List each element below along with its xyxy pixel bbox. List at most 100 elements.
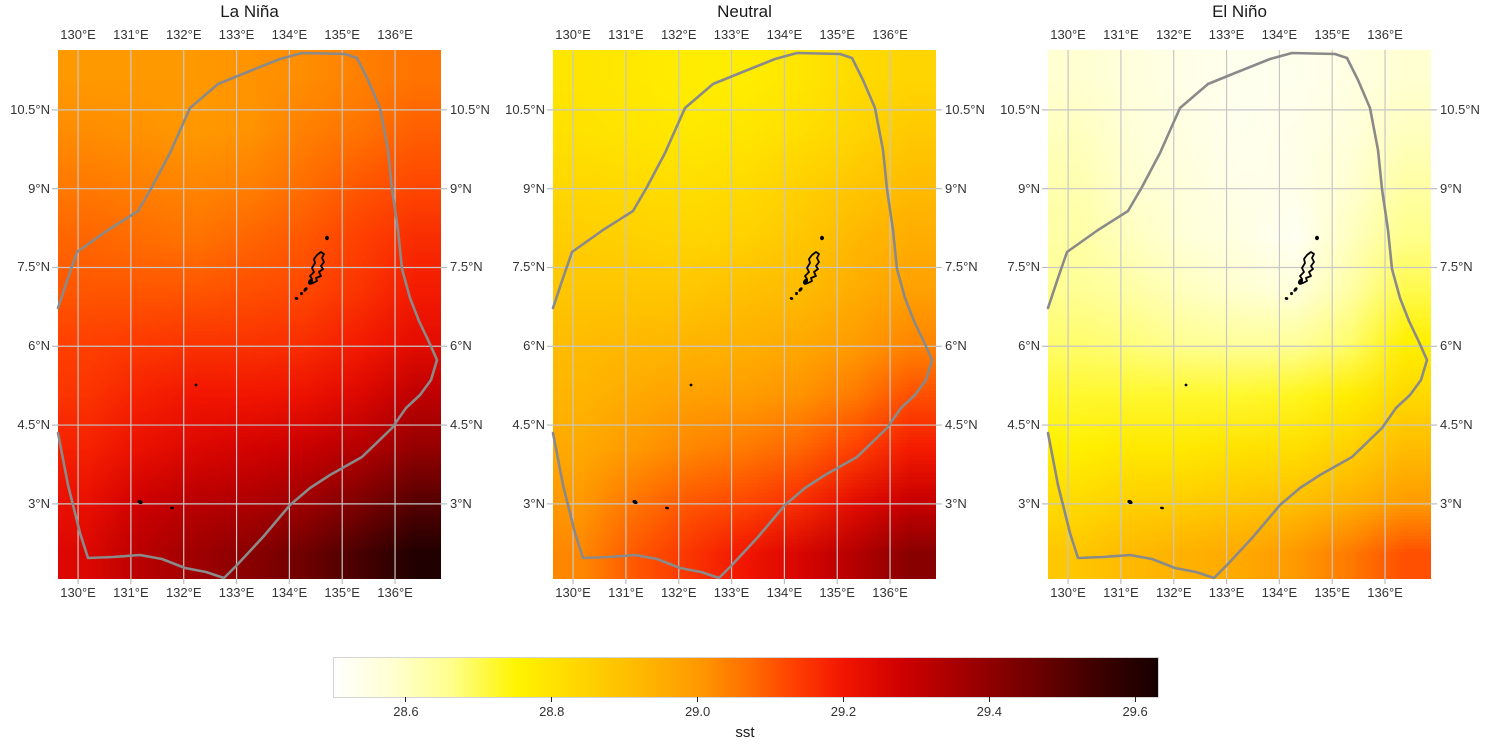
x-tick-label-top: 130°E — [1050, 27, 1086, 42]
y-tick-label-left: 6°N — [1018, 338, 1040, 354]
x-tick-label-top: 132°E — [165, 27, 202, 42]
island-dot — [1315, 235, 1319, 241]
x-tick-label-top: 136°E — [377, 27, 413, 42]
y-tick-label-left: 6°N — [28, 338, 50, 354]
y-tick-label-right: 6°N — [1440, 338, 1462, 354]
x-tick-label-top: 131°E — [1103, 27, 1139, 42]
island-outline — [1299, 251, 1315, 285]
y-tick-label-right: 9°N — [945, 180, 967, 196]
island-dot — [802, 278, 809, 285]
x-tick-label-top: 136°E — [1367, 27, 1403, 42]
y-tick-label-right: 3°N — [1440, 495, 1462, 511]
colorbar-tick — [842, 697, 844, 702]
x-tick-label-top: 133°E — [713, 27, 750, 42]
x-tick-label-bottom: 130°E — [555, 585, 591, 600]
x-tick-label-top: 132°E — [1155, 27, 1192, 42]
eez-boundary — [1046, 51, 1429, 580]
colorbar-tick — [1134, 697, 1136, 702]
x-tick-label-top: 134°E — [1261, 27, 1298, 42]
x-tick-label-bottom: 136°E — [377, 585, 413, 600]
x-tick-label-top: 131°E — [608, 27, 644, 42]
island-dot — [300, 291, 303, 296]
island-dot — [795, 291, 798, 296]
colorbar-tick — [697, 697, 699, 702]
colorbar-tick-label: 29.6 — [1122, 704, 1148, 719]
y-tick-label-right: 6°N — [945, 338, 967, 354]
facet-title-neutral: Neutral — [717, 2, 772, 21]
map-overlay — [52, 50, 447, 584]
x-tick-label-bottom: 132°E — [1155, 585, 1192, 600]
island-dot — [789, 297, 794, 300]
x-tick-label-top: 130°E — [60, 27, 96, 42]
x-tick-label-bottom: 135°E — [1314, 585, 1350, 600]
x-tick-label-bottom: 132°E — [660, 585, 697, 600]
colorbar-tick-label: 29.4 — [976, 704, 1002, 719]
island-dot — [194, 383, 198, 387]
island-outline — [804, 251, 820, 285]
island-dot — [325, 235, 329, 241]
x-tick-label-bottom: 132°E — [165, 585, 202, 600]
y-tick-label-right: 7.5°N — [1440, 259, 1473, 275]
y-tick-label-left: 9°N — [28, 180, 50, 196]
x-tick-label-bottom: 136°E — [1367, 585, 1403, 600]
island-dot — [1160, 506, 1164, 510]
y-tick-label-left: 3°N — [523, 495, 545, 511]
island-dot — [820, 235, 824, 241]
x-tick-label-top: 135°E — [324, 27, 360, 42]
x-tick-label-bottom: 133°E — [713, 585, 750, 600]
y-tick-label-right: 3°N — [945, 495, 967, 511]
island-dot — [665, 506, 669, 510]
colorbar-tick-label: 28.6 — [393, 704, 419, 719]
island-dot — [1127, 499, 1133, 505]
island-dot — [632, 499, 638, 505]
colorbar-tick-label: 28.8 — [539, 704, 565, 719]
facet-neutral: Neutral 130°E 130°E 131°E 131°E 132°E 132°E 13… — [505, 0, 985, 610]
island-dot — [294, 297, 299, 300]
y-tick-label-left: 6°N — [523, 338, 545, 354]
y-tick-label-left: 3°N — [1018, 495, 1040, 511]
map-panel-el-nino — [1042, 50, 1437, 584]
y-tick-label-right: 10.5°N — [1440, 101, 1480, 117]
y-tick-label-right: 4.5°N — [945, 417, 978, 433]
x-tick-label-top: 131°E — [113, 27, 149, 42]
colorbar-tick — [551, 697, 553, 702]
x-tick-label-top: 135°E — [1314, 27, 1350, 42]
island-dot — [798, 287, 803, 292]
colorbar-tick-label: 29.0 — [684, 704, 711, 719]
island-dot — [1293, 287, 1298, 292]
x-tick-label-top: 136°E — [872, 27, 908, 42]
y-tick-label-left: 10.5°N — [1000, 101, 1040, 117]
x-tick-label-top: 133°E — [218, 27, 255, 42]
sst-raster — [1048, 50, 1431, 579]
map-panel-la-nina — [52, 50, 447, 584]
x-tick-label-bottom: 130°E — [1050, 585, 1086, 600]
x-tick-label-bottom: 133°E — [218, 585, 255, 600]
y-tick-label-left: 4.5°N — [1007, 417, 1040, 433]
x-tick-label-bottom: 136°E — [872, 585, 908, 600]
y-tick-label-right: 7.5°N — [450, 259, 483, 275]
y-tick-label-right: 9°N — [450, 180, 472, 196]
map-overlay — [1042, 50, 1437, 584]
x-tick-label-top: 132°E — [660, 27, 697, 42]
y-tick-label-right: 9°N — [1440, 180, 1462, 196]
y-tick-label-left: 4.5°N — [17, 417, 50, 433]
y-tick-label-right: 6°N — [450, 338, 472, 354]
facet-el-nino: El Niño 130°E 130°E 131°E 131°E 132°E 132°E 13… — [1000, 0, 1480, 610]
x-tick-label-bottom: 131°E — [608, 585, 644, 600]
colorbar-tick — [405, 697, 407, 702]
island-dot — [137, 499, 143, 505]
x-tick-label-top: 134°E — [766, 27, 803, 42]
x-tick-label-bottom: 135°E — [819, 585, 855, 600]
eez-boundary — [56, 51, 439, 580]
sst-colorbar — [333, 657, 1159, 698]
colorbar-tick — [988, 697, 990, 702]
y-tick-label-left: 9°N — [1018, 180, 1040, 196]
y-tick-label-left: 4.5°N — [512, 417, 545, 433]
island-dot — [1290, 291, 1293, 296]
y-tick-label-left: 10.5°N — [10, 101, 50, 117]
x-tick-label-top: 130°E — [555, 27, 591, 42]
y-tick-label-right: 7.5°N — [945, 259, 978, 275]
island-dot — [689, 383, 693, 387]
y-tick-label-left: 7.5°N — [17, 259, 50, 275]
